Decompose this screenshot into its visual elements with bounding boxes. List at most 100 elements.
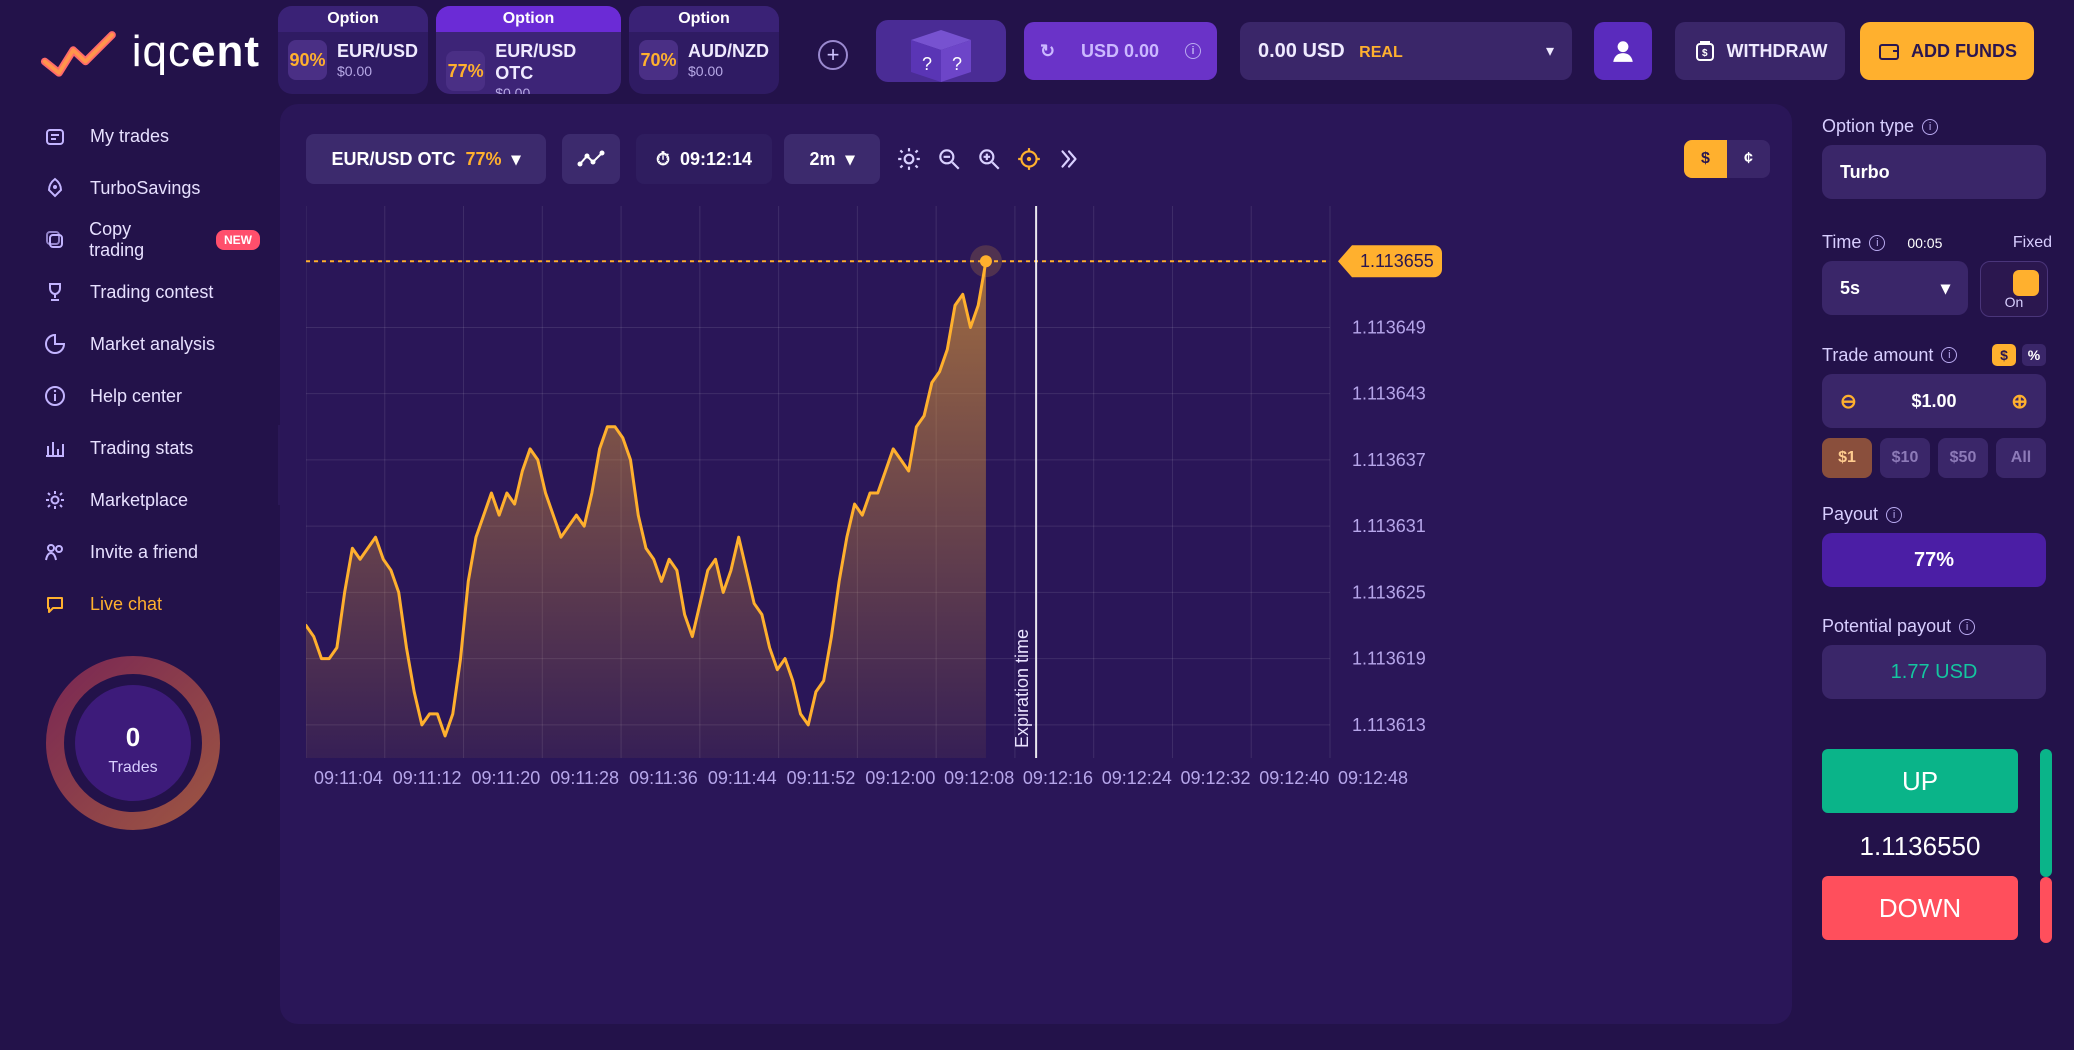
donut-value: 0	[126, 722, 140, 752]
asset-tab-3[interactable]: Option 70% AUD/NZD $0.00	[629, 6, 779, 94]
x-tick-label: 09:12:08	[944, 768, 1014, 788]
up-button[interactable]: UP	[1822, 749, 2018, 813]
withdraw-button[interactable]: $ WITHDRAW	[1675, 22, 1845, 80]
asset-tab-2[interactable]: Option 77% EUR/USD OTC $0.00	[436, 6, 621, 94]
tab-percent: 70%	[639, 40, 678, 80]
copy-icon	[40, 225, 69, 255]
logo[interactable]: iqcent	[40, 22, 260, 82]
sidebar-item-invite-a-friend[interactable]: Invite a friend	[40, 526, 260, 578]
down-button[interactable]: DOWN	[1822, 876, 2018, 940]
sidebar-item-my-trades[interactable]: My trades	[40, 110, 260, 162]
indicators-icon	[577, 150, 605, 167]
balance-amount: 0.00 USD	[1258, 39, 1345, 62]
cent-option[interactable]: ¢	[1744, 150, 1753, 167]
add-tab-icon[interactable]: +	[818, 40, 848, 70]
current-price-badge-shape	[1338, 245, 1442, 278]
sidebar-item-label: Market analysis	[90, 333, 216, 354]
time-countdown: 00:05	[1907, 234, 1943, 251]
settings-icon[interactable]	[896, 146, 922, 177]
plus-icon[interactable]: ⊕	[2011, 390, 2028, 413]
asset-tab-1[interactable]: Option 90% EUR/USD $0.00	[278, 6, 428, 94]
time-select[interactable]: 5s ▾	[1822, 261, 1968, 315]
y-tick-label: 1.113637	[1352, 450, 1426, 470]
usd-balance-text: USD 0.00	[1081, 40, 1160, 61]
sidebar-item-turbosavings[interactable]: TurboSavings	[40, 162, 260, 214]
last-price-halo	[969, 245, 1002, 278]
calendar-icon	[40, 121, 70, 151]
x-tick-label: 09:11:28	[550, 768, 619, 788]
amount-mode-toggle[interactable]: $ %	[1992, 344, 2046, 366]
chevron-down-icon: ▾	[1545, 43, 1554, 60]
dollar-option[interactable]: $	[1684, 140, 1727, 178]
price-chart[interactable]: Expiration time 1.1136611.1136491.113643…	[304, 185, 1772, 1016]
info-icon[interactable]: i	[1886, 506, 1903, 523]
option-type-select[interactable]: Turbo	[1822, 145, 2046, 199]
sidebar-item-help-center[interactable]: Help center	[40, 370, 260, 422]
currency-toggle[interactable]: $ ¢	[1684, 140, 1770, 178]
tab-info: EUR/USD $0.00	[337, 40, 418, 80]
zoom-out-icon[interactable]	[936, 146, 962, 177]
account-balance-select[interactable]: 0.00 USD REAL ▾	[1240, 22, 1572, 80]
tab-info: EUR/USD OTC $0.00	[495, 40, 611, 94]
minus-icon[interactable]: ⊖	[1840, 390, 1857, 413]
x-tick-label: 09:11:04	[314, 768, 383, 788]
amount-dollar[interactable]: $	[1992, 344, 2016, 366]
balance-text: 0.00 USD REAL	[1258, 40, 1403, 63]
timeframe-select[interactable]: 2m ▾	[784, 134, 880, 184]
sidebar-item-marketplace[interactable]: Marketplace	[40, 474, 260, 526]
sidebar-item-market-analysis[interactable]: Market analysis	[40, 318, 260, 370]
mystery-box-icon[interactable]: ? ?	[876, 20, 1006, 82]
tab-body: 90% EUR/USD $0.00	[278, 32, 428, 88]
new-badge: NEW	[216, 230, 260, 250]
info-icon[interactable]: i	[1922, 118, 1939, 135]
toggle-state: On	[2004, 294, 2024, 310]
logo-wordmark: iqcent	[132, 27, 260, 77]
sidebar-item-copy-trading[interactable]: Copy trading NEW	[40, 214, 260, 266]
trade-amount-header: Trade amount i $ %	[1822, 344, 2052, 366]
user-profile-button[interactable]	[1594, 22, 1652, 80]
tab-pair: AUD/NZD	[688, 41, 769, 61]
sidebar-item-live-chat[interactable]: Live chat	[40, 578, 260, 630]
potential-payout-section: Potential payout i 1.77 USD	[1822, 616, 2052, 699]
x-tick-label: 09:12:00	[865, 768, 935, 788]
info-icon[interactable]: i	[1869, 234, 1886, 251]
asset-tabs: Option 90% EUR/USD $0.00 Option 77% EUR/…	[278, 6, 779, 94]
usd-balance-pill[interactable]: ↻ USD 0.00 i	[1024, 22, 1217, 80]
info-icon[interactable]: i	[1184, 43, 1201, 59]
zoom-in-icon[interactable]	[976, 146, 1002, 177]
payout-section: Payout i 77%	[1822, 504, 2052, 587]
donut-svg: 0 Trades	[46, 656, 220, 830]
asset-selector[interactable]: EUR/USD OTC 77% ▾	[306, 134, 546, 184]
tab-info: AUD/NZD $0.00	[688, 40, 769, 80]
option-type-label: Option type i	[1822, 116, 2052, 137]
fixed-toggle[interactable]: On	[1980, 261, 2048, 317]
asset-percent: 77%	[465, 148, 502, 169]
add-funds-button[interactable]: ADD FUNDS	[1860, 22, 2034, 80]
balance-type: REAL	[1359, 43, 1403, 61]
amount-percent[interactable]: %	[2022, 344, 2046, 366]
tab-amount: $0.00	[336, 63, 373, 79]
info-icon[interactable]: i	[1959, 618, 1976, 635]
right-panel: Option type i Turbo Time i 00:05 Fixed 5…	[1822, 104, 2052, 1024]
indicators-button[interactable]	[562, 134, 620, 184]
target-icon[interactable]	[1016, 146, 1042, 177]
quick-amount[interactable]: All	[1996, 438, 2046, 478]
quick-amount[interactable]: $10	[1880, 438, 1930, 478]
chest-svg: ? ?	[911, 30, 971, 82]
sidebar-item-trading-stats[interactable]: Trading stats	[40, 422, 260, 474]
tab-percent: 77%	[446, 51, 486, 91]
quick-amount[interactable]: $50	[1938, 438, 1988, 478]
y-tick-label: 1.113625	[1352, 582, 1426, 602]
x-tick-label: 09:12:40	[1259, 768, 1329, 788]
logo-text-2: ent	[191, 27, 260, 76]
trade-amount-input[interactable]: ⊖ $1.00 ⊕	[1822, 374, 2046, 428]
quick-amount[interactable]: $1	[1822, 438, 1872, 478]
timer-text: 09:12:14	[679, 148, 753, 169]
info-icon[interactable]: i	[1941, 347, 1958, 363]
sidebar-item-trading-contest[interactable]: Trading contest	[40, 266, 260, 318]
up-label: UP	[1901, 765, 1939, 796]
chevrons-right-icon[interactable]	[1056, 146, 1082, 177]
tab-pair: EUR/USD	[336, 41, 418, 61]
bar-chart-icon	[40, 433, 70, 463]
x-tick-label: 09:11:12	[393, 768, 462, 788]
